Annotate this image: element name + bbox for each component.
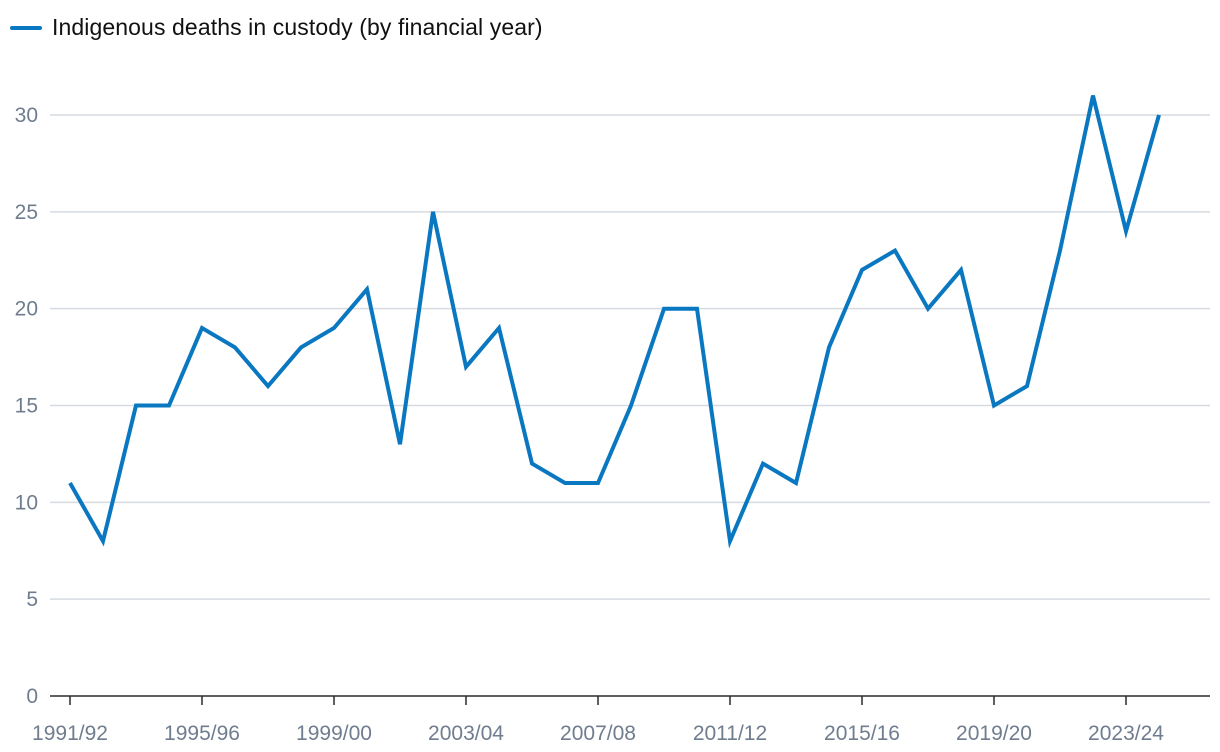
data-point — [300, 346, 303, 349]
x-tick-label: 2007/08 — [560, 722, 636, 745]
data-point — [1158, 114, 1161, 117]
data-point — [828, 346, 831, 349]
data-point — [729, 540, 732, 543]
x-tick-label: 1995/96 — [164, 722, 240, 745]
data-point — [663, 307, 666, 310]
y-tick-label: 20 — [15, 298, 38, 321]
x-tick-label: 2011/12 — [693, 722, 767, 745]
data-point — [762, 462, 765, 465]
y-tick-label: 25 — [15, 201, 38, 224]
y-tick-label: 10 — [15, 491, 38, 514]
y-tick-label: 0 — [26, 685, 38, 708]
data-point — [1059, 249, 1062, 252]
data-point — [135, 404, 138, 407]
data-point — [465, 365, 468, 368]
data-point — [1092, 94, 1095, 97]
x-tick-label: 2019/20 — [956, 722, 1032, 745]
y-tick-label: 5 — [26, 588, 38, 611]
data-point — [366, 288, 369, 291]
data-point — [333, 327, 336, 330]
data-point — [795, 481, 798, 484]
x-tick-label: 2023/24 — [1088, 722, 1164, 745]
series-layer — [68, 94, 1161, 549]
data-point — [432, 210, 435, 213]
data-point — [498, 327, 501, 330]
data-point — [564, 481, 567, 484]
data-point — [861, 268, 864, 271]
data-point — [1125, 230, 1128, 233]
data-point — [597, 481, 600, 484]
legend-swatch — [10, 25, 42, 30]
x-tick-label: 2015/16 — [824, 722, 900, 745]
y-axis-ticks: 0 5 10 15 20 25 30 — [15, 104, 38, 708]
data-point — [960, 268, 963, 271]
data-point — [1026, 385, 1029, 388]
y-tick-label: 15 — [15, 395, 38, 418]
data-point — [234, 346, 237, 349]
data-point — [267, 385, 270, 388]
x-tick-label: 1999/00 — [296, 722, 372, 745]
x-tick-label: 1991/92 — [32, 722, 108, 745]
data-point — [630, 404, 633, 407]
x-tick-label: 2003/04 — [428, 722, 504, 745]
data-point — [531, 462, 534, 465]
data-point — [399, 443, 402, 446]
data-point — [993, 404, 996, 407]
data-point — [102, 540, 105, 543]
series-line-0 — [68, 95, 1161, 549]
data-point — [69, 481, 72, 484]
legend: Indigenous deaths in custody (by financi… — [10, 14, 543, 41]
gridlines — [50, 114, 1210, 600]
x-axis-ticks: 1991/92 1995/96 1999/00 2003/04 2007/08 2011/… — [32, 696, 1164, 745]
data-point — [201, 327, 204, 330]
data-point — [696, 307, 699, 310]
y-tick-label: 30 — [15, 104, 38, 127]
legend-label: Indigenous deaths in custody (by financi… — [52, 14, 543, 40]
data-point — [168, 404, 171, 407]
data-point — [927, 307, 930, 310]
data-point — [894, 249, 897, 252]
